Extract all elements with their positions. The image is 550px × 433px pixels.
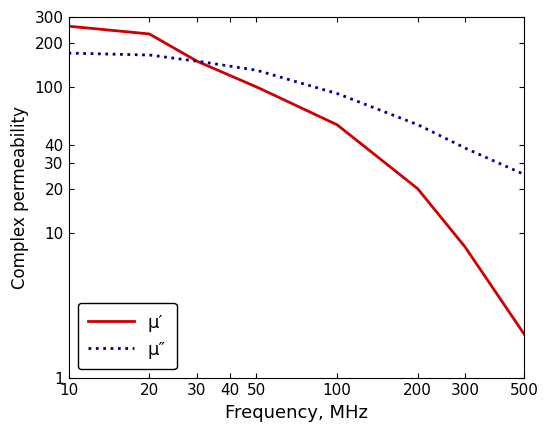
μ′ <box>284 99 291 104</box>
μ′ <box>65 23 72 29</box>
μ″ <box>282 76 288 81</box>
μ″ <box>65 51 72 56</box>
Legend: μ′, μ″: μ′, μ″ <box>78 303 177 369</box>
Line: μ′: μ′ <box>69 26 525 335</box>
μ′ <box>282 98 288 103</box>
μ″ <box>284 77 291 82</box>
μ′ <box>312 112 318 117</box>
μ′ <box>337 124 343 129</box>
μ″ <box>337 92 343 97</box>
μ′ <box>521 332 528 337</box>
μ″ <box>439 134 446 139</box>
X-axis label: Frequency, MHz: Frequency, MHz <box>225 404 368 422</box>
μ′ <box>510 316 517 321</box>
μ″ <box>521 172 528 177</box>
Line: μ″: μ″ <box>69 53 525 174</box>
μ″ <box>510 167 517 172</box>
μ′ <box>439 216 446 221</box>
μ″ <box>312 84 318 90</box>
Y-axis label: Complex permeability: Complex permeability <box>11 107 29 289</box>
